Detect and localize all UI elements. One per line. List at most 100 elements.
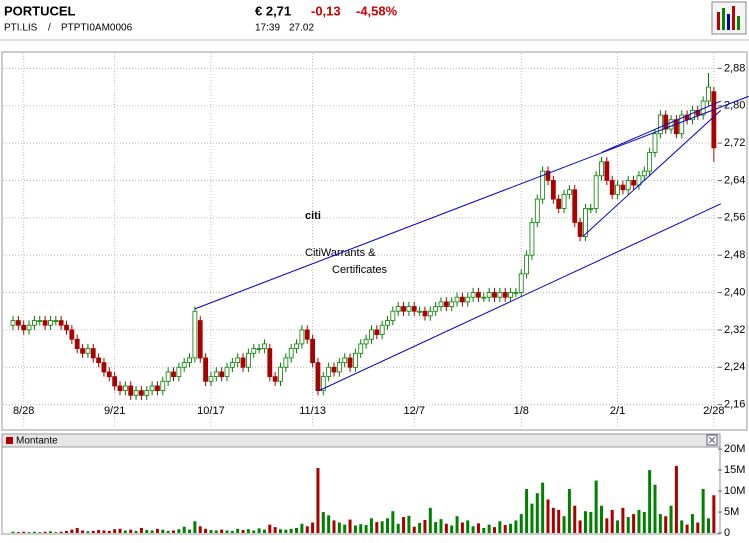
candle-body <box>310 338 316 364</box>
volume-bar <box>241 530 245 533</box>
candle-body <box>299 329 305 345</box>
candle-body <box>133 390 139 396</box>
volume-bar <box>583 511 587 533</box>
volume-bar <box>300 523 304 533</box>
candle-body <box>454 296 460 303</box>
volume-bar <box>685 524 689 533</box>
volume-bar <box>343 524 347 533</box>
close-button[interactable] <box>706 434 718 446</box>
candle-body <box>390 310 396 321</box>
volume-bar <box>519 514 523 533</box>
candle-body <box>545 170 551 181</box>
candle-body <box>470 292 476 298</box>
x-tick-label: 12/7 <box>404 405 425 417</box>
volume-bar <box>626 517 630 533</box>
candle-body <box>256 348 262 350</box>
volume-bar <box>589 512 593 533</box>
volume-bar <box>690 514 694 533</box>
volume-bar <box>289 528 293 533</box>
candle-body <box>604 161 610 181</box>
volume-bar <box>214 530 218 533</box>
y-tick-label: 2,56 <box>724 212 745 224</box>
candle-body <box>64 324 69 331</box>
candle-body <box>117 385 123 392</box>
candle-body <box>320 376 326 392</box>
candle-body <box>69 329 75 340</box>
candle-body <box>363 338 369 345</box>
y-tick-label: 20M <box>724 443 745 455</box>
volume-bar <box>209 530 213 533</box>
candle-body <box>668 119 674 130</box>
close-cross <box>708 436 716 444</box>
volume-bar <box>327 515 331 533</box>
watermark: citi <box>305 210 321 222</box>
trend-line <box>194 95 749 310</box>
candle-body <box>208 376 214 382</box>
volume-header <box>1 433 721 448</box>
candle-body <box>326 366 332 378</box>
volume-bar <box>161 529 165 533</box>
candle-body <box>583 208 588 237</box>
candle-body <box>128 385 134 396</box>
candle-body <box>32 320 37 326</box>
candle-body <box>304 329 310 340</box>
volume-bar <box>701 488 705 533</box>
volume-bar <box>546 499 550 533</box>
volume-bar <box>493 527 496 533</box>
x-tick-label: 1/8 <box>514 405 529 417</box>
chart-icon[interactable] <box>711 1 747 35</box>
volume-bar <box>391 511 395 533</box>
candle-body <box>508 292 513 298</box>
candle-body <box>278 366 283 382</box>
candle-body <box>85 348 91 354</box>
volume-bar <box>177 529 181 533</box>
volume-bar <box>648 470 652 533</box>
candle-body <box>331 366 337 373</box>
candle-body <box>149 385 155 392</box>
volume-bar <box>262 529 266 533</box>
candle-body <box>26 324 32 331</box>
volume-bar <box>380 521 384 533</box>
candle-body <box>641 170 647 177</box>
candle-body <box>577 222 583 237</box>
price: € 2,71 <box>255 3 291 18</box>
candle-body <box>122 385 128 392</box>
volume-bar <box>172 530 175 533</box>
volume-bar <box>134 530 138 533</box>
volume-bar <box>450 525 454 533</box>
candle-body <box>529 222 535 256</box>
volume-bar <box>321 512 325 533</box>
volume-bar <box>295 527 299 533</box>
candle-body <box>427 310 433 317</box>
candle-body <box>395 306 401 312</box>
candle-body <box>283 357 289 368</box>
candle-body <box>240 357 246 368</box>
candle-body <box>21 324 27 331</box>
volume-bar <box>70 529 74 533</box>
volume-bar <box>59 531 63 533</box>
volume-bar <box>567 488 571 533</box>
candle-body <box>347 357 353 368</box>
volume-bar <box>444 523 448 533</box>
candle-body <box>674 119 679 135</box>
volume-bar <box>632 514 636 533</box>
volume-bar <box>621 507 625 533</box>
x-tick-label: 2/28 <box>703 405 724 417</box>
candle-body <box>663 114 669 130</box>
volume-bar <box>81 530 85 533</box>
date: 27.02 <box>289 23 314 34</box>
volume-bar <box>696 522 700 533</box>
volume-bar <box>610 509 614 533</box>
candle-body <box>599 161 604 177</box>
volume-bar <box>423 519 427 533</box>
candle-body <box>449 301 455 307</box>
candle-body <box>556 198 562 209</box>
volume-bar <box>460 522 464 533</box>
y-tick-label: 2,16 <box>724 399 745 411</box>
volume-bar <box>386 518 389 533</box>
volume-bar <box>578 520 582 533</box>
volume-bar <box>551 507 555 533</box>
y-tick-label: 2,72 <box>724 137 745 149</box>
candle-body <box>80 348 85 354</box>
